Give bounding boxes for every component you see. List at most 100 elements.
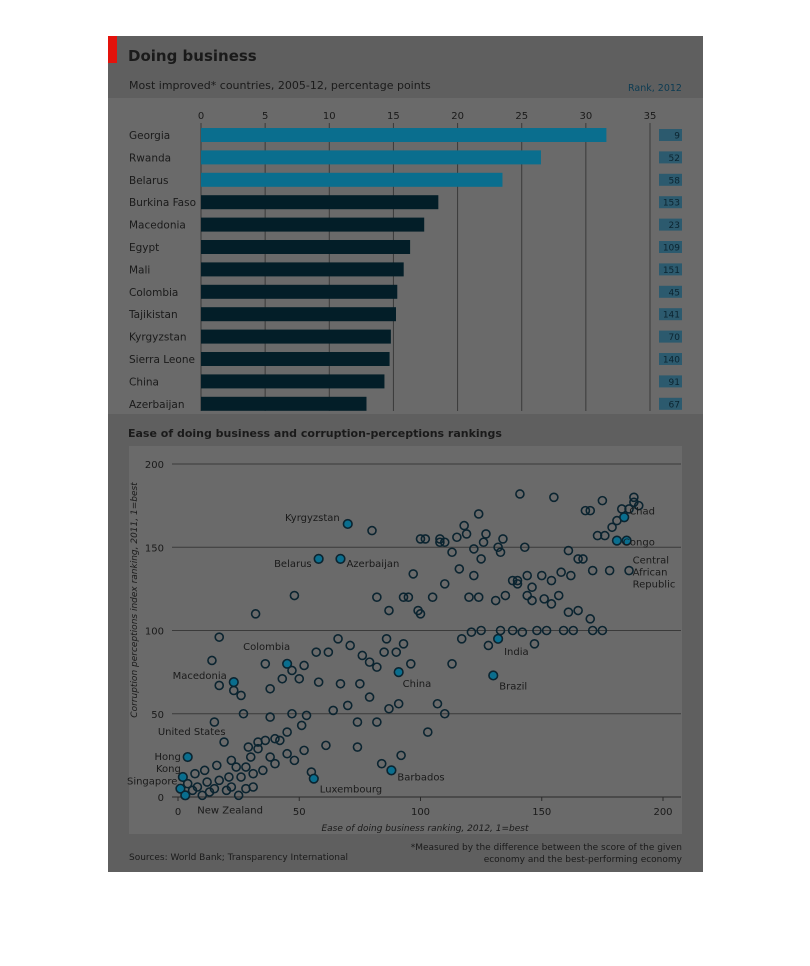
rank-value: 109 (663, 244, 680, 254)
scatter-point (238, 708, 249, 719)
scatter-point (277, 673, 288, 684)
rank-box (659, 241, 682, 253)
scatter-point-highlighted (493, 633, 504, 644)
rank-box (659, 308, 682, 321)
scatter-point (507, 625, 518, 636)
scatter-point (456, 634, 467, 644)
scatter-y-tick-label: 200 (145, 460, 164, 471)
scatter-point (199, 765, 210, 776)
scatter-point (454, 564, 465, 574)
scatter-point (209, 717, 220, 727)
scatter-x-axis-label: Ease of doing business ranking, 2012, 1=… (321, 824, 529, 834)
scatter-point (415, 534, 426, 544)
scatter-point-label: China (403, 679, 432, 690)
rank-box (659, 375, 682, 388)
rank-value: 153 (663, 199, 680, 209)
scatter-point-label: New Zealand (197, 805, 263, 816)
scatter-point (629, 492, 639, 503)
scatter-point (357, 650, 368, 661)
scatter-point (587, 565, 598, 576)
rank-box (659, 129, 682, 141)
scatter-point (607, 522, 617, 533)
rank-value: 52 (669, 154, 680, 164)
scatter-point (515, 489, 525, 499)
scatter-point (245, 752, 256, 762)
scatter-point (493, 542, 503, 553)
scatter-point (478, 537, 489, 548)
scatter-point-label: Central African Republic (633, 556, 676, 591)
scatter-point-highlighted (342, 518, 353, 530)
scatter-point (464, 592, 474, 603)
bar-category-label: Macedonia (129, 220, 186, 232)
scatter-point (301, 710, 312, 721)
scatter-point-highlighted (228, 677, 239, 688)
scatter-point (379, 647, 389, 657)
bar-chart: 0 5 10 15 20 25 30 35 Georgia 9 Rwanda 52 Belarus 58 B… (108, 98, 703, 414)
footnote: *Measured by the difference between the … (410, 843, 682, 865)
scatter-point (260, 658, 271, 669)
scatter-point-label: Kyrgyzstan (285, 513, 340, 524)
bar-x-tick-label: 5 (262, 111, 268, 122)
scatter-point (408, 569, 419, 579)
bar-category-label: Mali (129, 264, 150, 276)
rank-value: 70 (669, 333, 681, 343)
scatter-point (422, 727, 433, 737)
rank-box (659, 330, 682, 343)
scatter-point-label: Colombia (243, 642, 290, 653)
scatter-point (265, 683, 275, 694)
scatter-point (546, 575, 557, 586)
scatter-point-label: Brazil (499, 681, 527, 692)
bar (201, 329, 391, 344)
scatter-point (578, 554, 588, 564)
scatter-x-tick-label: 200 (653, 807, 672, 818)
rank-value: 91 (669, 378, 680, 388)
rank-box (659, 218, 682, 231)
rank-box (659, 397, 682, 410)
scatter-point (226, 782, 237, 792)
scatter-point (364, 692, 375, 702)
scatter-point-label: Azerbaijan (346, 559, 399, 570)
scatter-point (473, 509, 484, 519)
scatter-point (500, 590, 511, 601)
rank-box (659, 353, 682, 365)
brand-red-mark (108, 36, 117, 63)
scatter-point (296, 720, 307, 731)
scatter-point-label: Belarus (274, 559, 312, 570)
bar-category-label: Azerbaijan (129, 399, 185, 411)
scatter-point (294, 673, 305, 684)
scatter-point-label: Congo (623, 538, 655, 549)
scatter-point (507, 575, 518, 586)
scatter-point (219, 737, 229, 747)
scatter-point (604, 565, 615, 576)
scatter-point (282, 748, 292, 759)
scatter-point (260, 735, 271, 746)
scatter-point (258, 765, 268, 776)
scatter-point (345, 640, 355, 651)
scatter-point (490, 595, 501, 606)
scatter-point (558, 625, 569, 636)
scatter-point (275, 735, 285, 746)
scatter-y-tick-label: 100 (145, 627, 164, 638)
rank-box (659, 285, 682, 298)
scatter-point (287, 708, 297, 719)
scatter-point (556, 567, 566, 578)
scatter-point-highlighted (619, 512, 630, 523)
scatter-point (512, 575, 523, 586)
scatter-point-highlighted (335, 553, 346, 565)
scatter-y-tick-label: 50 (151, 710, 164, 721)
bar-x-tick-label: 20 (451, 111, 464, 122)
scatter-point (527, 582, 537, 593)
scatter-point (587, 625, 598, 636)
scatter-point-label: Chad (629, 506, 655, 517)
scatter-point (372, 592, 382, 603)
scatter-point (624, 565, 634, 576)
scatter-point (236, 772, 246, 782)
scatter-point (335, 678, 346, 689)
scatter-point (498, 534, 508, 544)
scatter-point (313, 677, 324, 687)
bar (201, 128, 607, 142)
scatter-point (393, 698, 404, 709)
scatter-point (597, 625, 608, 636)
scatter-point (364, 657, 375, 667)
scatter-point (439, 708, 450, 719)
